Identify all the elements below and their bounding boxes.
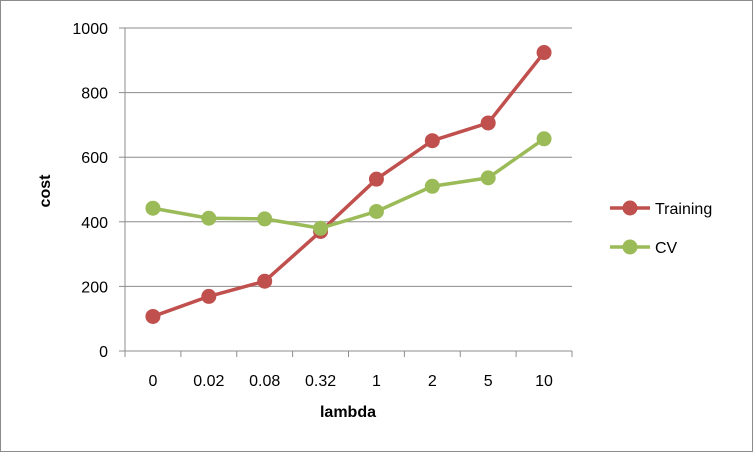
x-axis-title: lambda: [320, 404, 376, 421]
data-point-cv: [536, 131, 552, 147]
y-tick-label: 800: [81, 86, 108, 103]
legend: Training CV: [610, 200, 712, 257]
y-tick-label: 200: [81, 279, 108, 296]
data-point-training: [480, 115, 496, 131]
y-axis-title: cost: [37, 174, 54, 208]
x-tick-label: 2: [428, 373, 437, 390]
x-tick-label: 10: [535, 373, 553, 390]
data-point-cv: [257, 211, 273, 227]
x-tick-label: 0: [148, 373, 157, 390]
x-tick-label: 0.02: [193, 373, 224, 390]
data-point-training: [201, 288, 217, 304]
x-tick-label: 0.08: [249, 373, 280, 390]
legend-label-cv: CV: [655, 240, 678, 257]
data-point-cv: [480, 170, 496, 186]
y-tick-label: 1000: [72, 21, 108, 38]
y-tick-label: 400: [81, 215, 108, 232]
x-tick-label: 5: [484, 373, 493, 390]
y-tick-label: 600: [81, 150, 108, 167]
legend-marker-training: [622, 200, 638, 216]
series-group: [145, 45, 552, 324]
axes: [124, 28, 573, 357]
data-point-cv: [313, 220, 329, 236]
data-point-cv: [424, 178, 440, 194]
x-tick-label: 0.32: [305, 373, 336, 390]
data-point-training: [424, 133, 440, 149]
x-tick-labels: 0 0.02 0.08 0.32 1 2 5 10: [148, 373, 553, 390]
legend-marker-cv: [622, 239, 638, 255]
gridlines: [119, 27, 572, 352]
data-point-cv: [368, 203, 384, 219]
data-point-cv: [145, 200, 161, 216]
data-point-training: [257, 273, 273, 289]
data-point-training: [368, 171, 384, 187]
data-point-training: [145, 308, 161, 324]
series-line-training: [152, 51, 546, 319]
series-line-cv: [152, 137, 546, 231]
y-tick-label: 0: [99, 344, 108, 361]
legend-label-training: Training: [655, 201, 712, 218]
x-tick-label: 1: [372, 373, 381, 390]
y-tick-labels: 0 200 400 600 800 1000: [72, 21, 108, 361]
data-point-training: [536, 45, 552, 61]
data-point-cv: [201, 210, 217, 226]
